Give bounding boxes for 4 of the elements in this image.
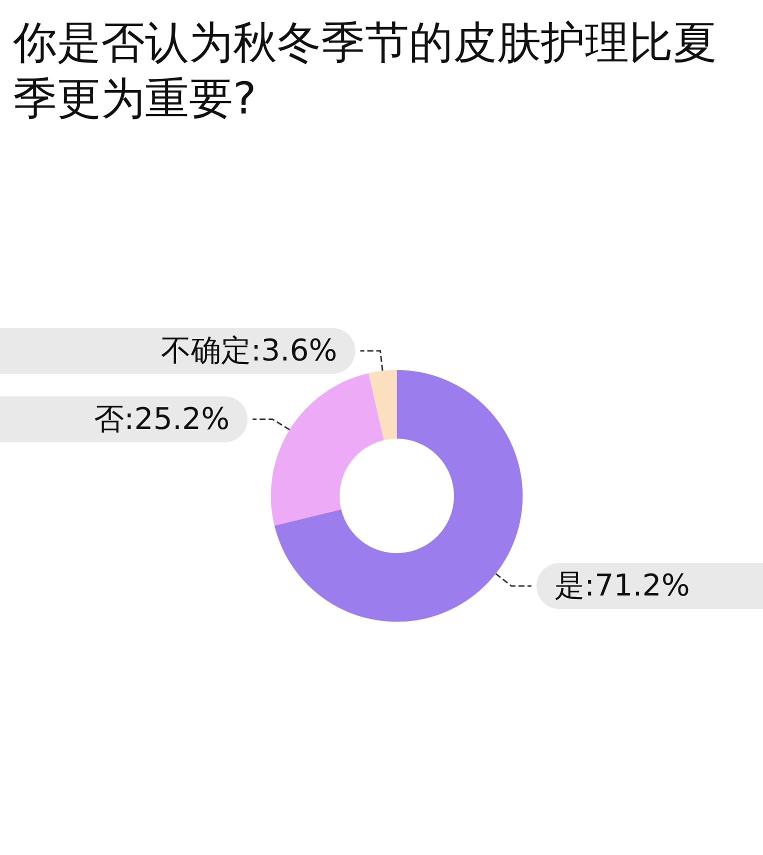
slice-label: 不确定:3.6% <box>160 333 338 368</box>
slice-label: 否:25.2% <box>94 402 230 437</box>
chart-title: 你是否认为秋冬季节的皮肤护理比夏季更为重要? <box>12 18 717 124</box>
slice-label: 是:71.2% <box>554 568 690 604</box>
